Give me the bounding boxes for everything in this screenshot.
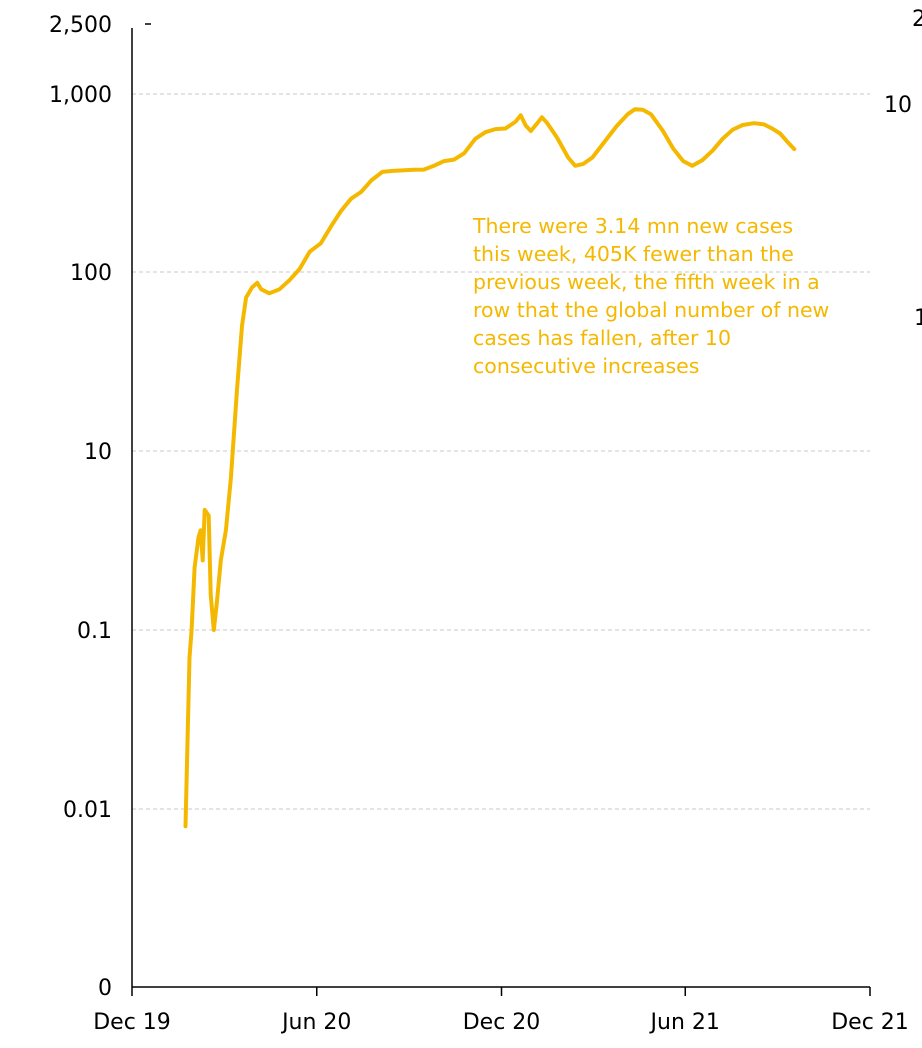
cutoff-labels: 25 10 1 xyxy=(884,7,922,331)
x-tick-label: Jun 21 xyxy=(649,1010,720,1035)
cutoff-label-right-upper: 10 xyxy=(884,93,912,118)
y-tick-label: 10 xyxy=(84,440,112,465)
y-tick-label: 1,000 xyxy=(49,83,112,108)
y-tick-labels: 2,500 1,000 100 10 0.1 0.01 0 xyxy=(49,13,112,1001)
series-line xyxy=(183,107,797,829)
y-tick-label: 0 xyxy=(98,976,112,1001)
y-tick-label: 2,500 xyxy=(49,13,112,38)
x-ticks: Dec 19 Jun 20 Dec 20 Jun 21 Dec 21 xyxy=(93,987,909,1035)
x-tick-label: Dec 19 xyxy=(93,1010,171,1035)
chart-annotation: There were 3.14 mn new cases this week, … xyxy=(473,214,830,378)
cutoff-label-right-mid: 1 xyxy=(914,306,922,331)
x-tick-label: Jun 20 xyxy=(280,1010,351,1035)
gridlines xyxy=(132,93,870,810)
x-tick-label: Dec 20 xyxy=(463,1010,541,1035)
x-tick-label: Dec 21 xyxy=(831,1010,909,1035)
axes xyxy=(131,23,870,988)
y-tick-label: 0.1 xyxy=(77,619,112,644)
y-tick-label: 100 xyxy=(70,261,112,286)
y-tick-label: 0.01 xyxy=(63,798,112,823)
cutoff-label-top-right: 25 xyxy=(912,7,922,32)
series-group xyxy=(183,107,797,829)
